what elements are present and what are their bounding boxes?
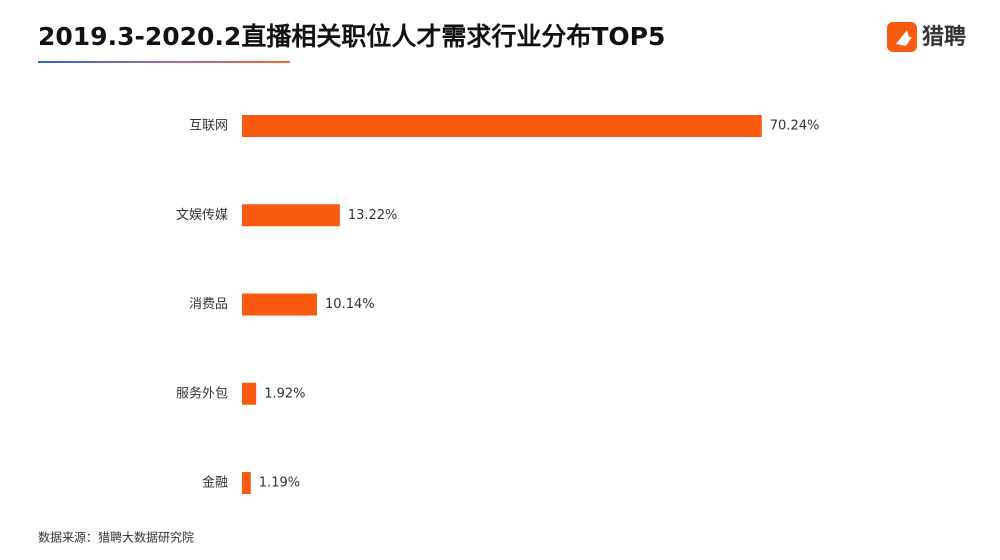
category-label: 服务外包	[176, 385, 228, 401]
value-label: 70.24%	[770, 119, 820, 134]
logo-text: 猎聘	[922, 25, 966, 50]
category-label: 互联网	[189, 119, 228, 134]
value-label: 10.14%	[325, 297, 375, 312]
chart-title: 2019.3-2020.2直播相关职位人才需求行业分布TOP5	[38, 22, 665, 51]
bar	[242, 293, 318, 316]
value-label: 1.92%	[264, 386, 305, 401]
bar	[242, 472, 251, 494]
bar	[242, 115, 762, 137]
bar	[242, 204, 340, 227]
value-label: 1.19%	[259, 476, 300, 491]
value-label: 13.22%	[348, 208, 398, 223]
logo-mark	[896, 30, 912, 46]
category-label: 消费品	[189, 297, 228, 312]
logo: 猎聘	[887, 22, 966, 52]
category-label: 文娱传媒	[176, 208, 228, 223]
title-underline	[38, 61, 290, 63]
source-note: 数据来源：猎聘大数据研究院	[38, 530, 194, 545]
bar	[242, 382, 257, 405]
category-label: 金融	[202, 475, 228, 491]
